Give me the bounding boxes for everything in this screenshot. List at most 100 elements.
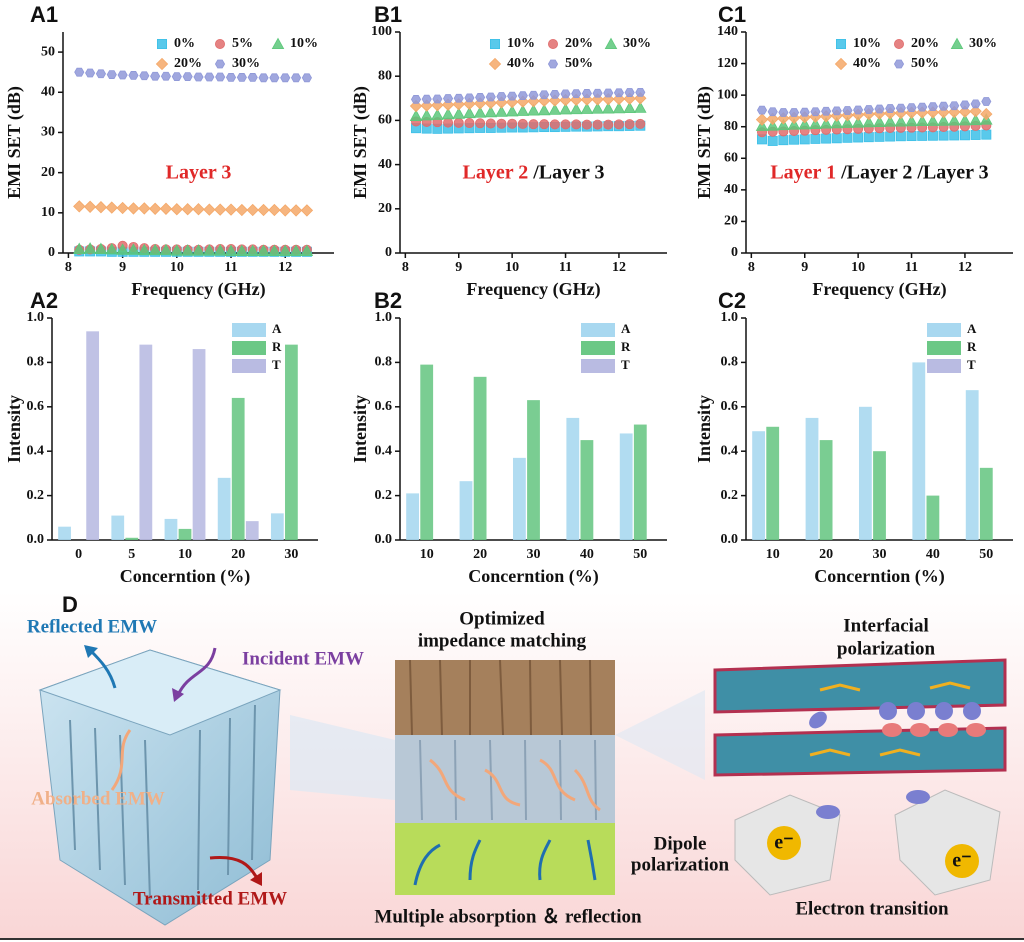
- legend-label: 0%: [174, 36, 195, 51]
- marker: [464, 118, 475, 129]
- y-tick-label: 0.0: [27, 532, 45, 547]
- legend-swatch: [232, 341, 266, 355]
- marker: [279, 204, 292, 217]
- marker: [830, 116, 844, 129]
- y-tick-label: 0.0: [721, 532, 739, 547]
- marker: [549, 89, 560, 99]
- marker: [949, 101, 960, 111]
- marker: [905, 114, 918, 127]
- transmitted-label: Transmitted EMW: [133, 888, 287, 909]
- absorbed-label: Absorbed EMW: [31, 788, 165, 809]
- cube-top: [38, 649, 282, 736]
- marker: [927, 102, 938, 112]
- marker: [214, 203, 227, 216]
- marker: [569, 102, 583, 115]
- marker: [537, 103, 551, 116]
- annotation: Layer 3: [166, 161, 232, 183]
- y-tick-label: 0.6: [721, 399, 739, 414]
- marker: [635, 118, 646, 129]
- marker: [766, 112, 779, 125]
- x-tick-label: 11: [224, 260, 237, 275]
- bar: [217, 477, 231, 540]
- electron: [767, 826, 801, 860]
- x-tick-label: 10: [505, 260, 519, 275]
- marker: [224, 203, 238, 216]
- marker: [507, 118, 518, 129]
- marker: [862, 115, 876, 128]
- reflected-label: Reflected EMW: [27, 616, 157, 637]
- y-tick-label: 0: [731, 245, 738, 260]
- marker: [874, 131, 885, 142]
- marker: [246, 244, 259, 256]
- electron-symbol: e⁻: [952, 850, 971, 872]
- marker: [95, 69, 107, 79]
- marker: [799, 134, 810, 145]
- bar: [111, 515, 125, 540]
- panel-label: B1: [374, 2, 402, 27]
- marker: [475, 118, 486, 129]
- bar: [912, 362, 926, 540]
- bar: [459, 481, 473, 540]
- y-tick-label: 60: [378, 113, 392, 128]
- marker: [809, 110, 822, 123]
- marker: [257, 244, 270, 256]
- bar: [270, 513, 284, 540]
- marker: [106, 70, 117, 79]
- marker: [863, 132, 874, 143]
- y-tick-label: 40: [378, 157, 392, 172]
- absorb-arrow: [110, 729, 132, 791]
- legend-label: 50%: [911, 56, 939, 71]
- panel-label: B2: [374, 288, 402, 313]
- marker: [517, 118, 528, 129]
- x-tick-label: 40: [926, 547, 940, 562]
- electron-label: Electron transition: [795, 898, 949, 919]
- marker: [591, 93, 604, 106]
- legend-label: T: [272, 357, 281, 372]
- zoom-beam: [615, 690, 705, 780]
- bar: [805, 417, 819, 540]
- marker: [539, 119, 550, 130]
- marker: [214, 59, 226, 69]
- marker: [495, 105, 508, 117]
- y-axis-label: Intensity: [4, 395, 24, 463]
- absorption-arrows: [429, 758, 601, 812]
- bar: [566, 417, 580, 540]
- middle-texture: [419, 739, 597, 821]
- x-tick-label: 11: [559, 260, 572, 275]
- marker: [156, 39, 167, 50]
- marker: [278, 244, 292, 256]
- y-tick-label: 0.8: [27, 355, 45, 370]
- legend-label: T: [967, 357, 976, 372]
- marker: [592, 88, 603, 98]
- legend-label: 10%: [853, 36, 881, 51]
- marker: [94, 242, 108, 254]
- y-tick-label: 120: [717, 56, 738, 71]
- marker: [959, 130, 970, 141]
- marker: [831, 106, 842, 116]
- marker: [150, 71, 161, 81]
- marker: [603, 119, 614, 130]
- x-axis-label: Frequency (GHz): [812, 279, 946, 300]
- marker: [224, 244, 238, 256]
- marker: [420, 108, 433, 121]
- marker: [570, 93, 583, 107]
- matching-label: Optimized: [459, 608, 545, 629]
- y-tick-label: 0.2: [27, 488, 45, 503]
- y-tick-label: 1.0: [27, 310, 45, 325]
- marker: [453, 93, 464, 103]
- y-axis-label: EMI SET (dB): [4, 86, 25, 199]
- marker: [894, 115, 908, 127]
- marker: [970, 99, 981, 109]
- y-tick-label: 50: [41, 44, 55, 59]
- y-tick-label: 100: [717, 87, 738, 102]
- x-tick-label: 50: [633, 547, 647, 562]
- legend-label: 30%: [969, 36, 997, 51]
- legend-label: R: [272, 339, 282, 354]
- marker: [268, 244, 281, 256]
- marker: [624, 88, 635, 97]
- legend-label: A: [621, 321, 631, 336]
- marker: [821, 106, 832, 116]
- bar: [231, 397, 245, 540]
- marker: [915, 114, 929, 127]
- marker: [571, 89, 582, 99]
